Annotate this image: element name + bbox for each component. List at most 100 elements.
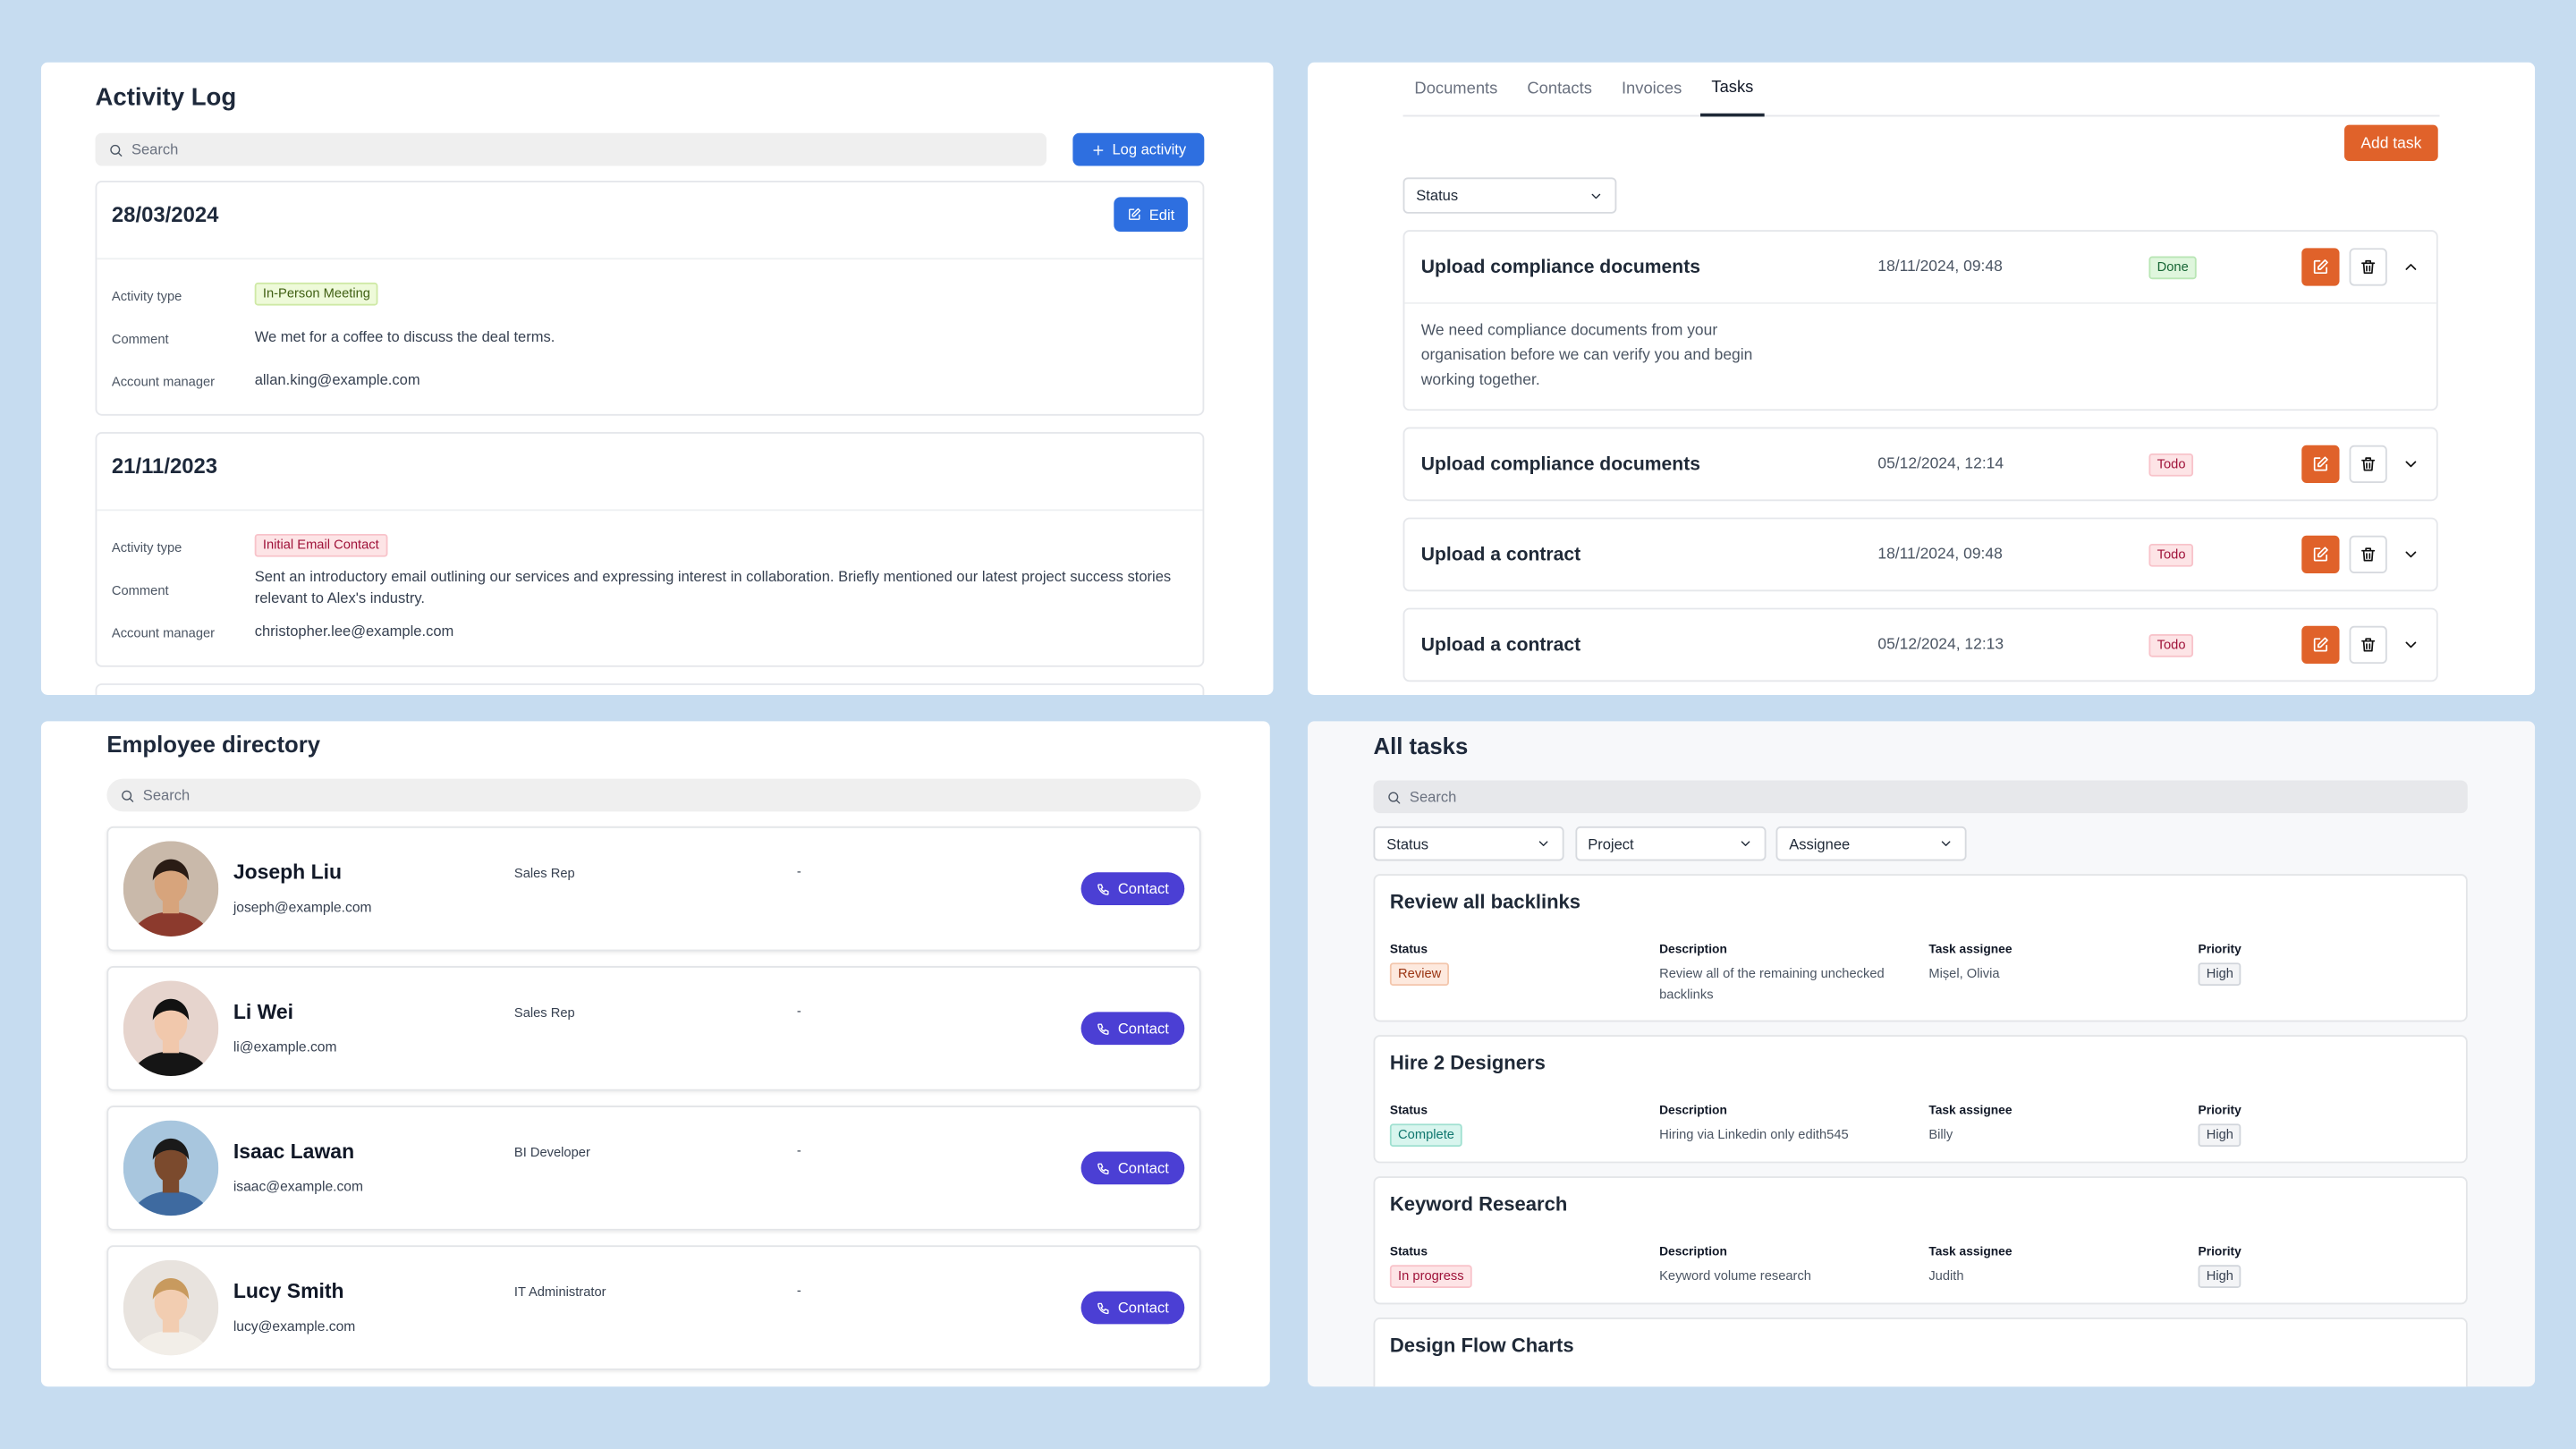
expand-toggle[interactable]	[2402, 609, 2419, 680]
icon-shape	[117, 151, 123, 157]
contact-button[interactable]: Contact	[1080, 1151, 1185, 1185]
activity-log-panel: Activity Log Search Log activity 28/03/202…	[40, 62, 1274, 695]
tab[interactable]: Invoices	[1621, 80, 1682, 98]
tab[interactable]: Contacts	[1527, 80, 1592, 98]
log-activity-button[interactable]: Log activity	[1072, 132, 1205, 166]
filter-dropdown[interactable]: Status	[1373, 826, 1564, 861]
field-label: Task assignee	[1928, 1243, 2012, 1258]
contact-button[interactable]: Contact	[1080, 1012, 1185, 1046]
icon	[1098, 883, 1110, 894]
icon	[1740, 841, 1750, 846]
field-value: Review	[1389, 962, 1620, 987]
field-value: Mișel, Olivia	[1928, 966, 2000, 981]
expand-toggle[interactable]	[2402, 232, 2419, 302]
field-label: Description	[1659, 1102, 1727, 1117]
expand-toggle[interactable]	[2402, 428, 2419, 499]
field-label: Comment	[111, 332, 169, 347]
field-label: Activity type	[111, 289, 182, 304]
dropdown-label: Status	[1386, 835, 1429, 852]
field-value: In-Person Meeting	[254, 282, 379, 306]
field-row: Account manager allan.king@example.com	[112, 358, 1188, 401]
tab[interactable]: Documents	[1414, 80, 1498, 98]
field-value: High	[2198, 1265, 2428, 1289]
employee-card: Joseph Liu joseph@example.com Sales Rep - Co…	[106, 826, 1201, 952]
contact-button[interactable]: Contact	[1080, 1291, 1185, 1325]
icon	[2405, 264, 2417, 270]
avatar	[123, 1259, 219, 1356]
task-header[interactable]: Upload a contract 18/11/2024, 09:48 Todo	[1404, 519, 2436, 589]
icon-shape	[110, 143, 121, 154]
contact-button[interactable]: Contact	[1080, 872, 1185, 906]
task-card[interactable]: Review all backlinks Status Review Descript…	[1373, 874, 2468, 1022]
status-dropdown[interactable]: Status	[1402, 177, 1617, 214]
icon	[1591, 192, 1601, 199]
priority-badge: High	[2198, 1265, 2242, 1289]
panel-title: All tasks	[1373, 733, 1469, 759]
icon	[2313, 637, 2328, 652]
task-title: Hire 2 Designers	[1389, 1051, 1546, 1075]
task-field: Task assignee Judith	[1928, 1243, 2198, 1288]
task-header[interactable]: Upload a contract 05/12/2024, 12:13 Todo	[1404, 609, 2436, 680]
task-card[interactable]: Hire 2 Designers Status Complete Descriptio…	[1373, 1035, 2468, 1164]
delete-task-button[interactable]	[2349, 248, 2387, 286]
task-field: Task assignee Billy	[1928, 1102, 2198, 1147]
description-text: We need compliance documents from your o…	[1420, 322, 1753, 390]
field-label: Account manager	[111, 625, 216, 641]
icon-shape	[1538, 841, 1548, 846]
field-label: Status	[1389, 941, 1428, 956]
employee-detail: -	[796, 1143, 801, 1158]
dropdown-label: Status	[1416, 187, 1459, 204]
employee-role: Sales Rep	[513, 865, 575, 881]
edit-task-button[interactable]	[2301, 535, 2340, 574]
search-input[interactable]: Search	[106, 778, 1201, 812]
filter-dropdown[interactable]: Project	[1574, 826, 1766, 861]
avatar	[123, 980, 219, 1077]
edit-task-button[interactable]	[2301, 625, 2340, 665]
field-label: Priority	[2198, 1243, 2241, 1258]
task-field: Description Hiring via Linkedin only edit…	[1659, 1102, 1928, 1147]
icon-shape	[152, 859, 190, 881]
search-input[interactable]: Search	[1373, 780, 2468, 814]
task-card: Upload a contract 05/12/2024, 12:13 Todo	[1402, 607, 2438, 682]
add-task-button[interactable]: Add task	[2344, 124, 2438, 162]
task-header[interactable]: Upload compliance documents 05/12/2024, 1…	[1404, 428, 2436, 499]
employee-card: Lucy Smith lucy@example.com IT Administrat…	[106, 1245, 1201, 1370]
delete-task-button[interactable]	[2349, 535, 2387, 574]
status-cell: Todo	[2148, 428, 2194, 499]
field-label: Priority	[2198, 941, 2241, 956]
status-badge: In progress	[1389, 1265, 1472, 1289]
edit-task-button[interactable]	[2301, 445, 2340, 484]
employee-name: Li Wei	[233, 1000, 294, 1024]
field-value: Judith	[1928, 1267, 1964, 1284]
field-value: Keyword volume research	[1659, 1267, 1811, 1284]
field-value: allan.king@example.com	[254, 370, 420, 387]
activity-list: 28/03/2024 Edit Activity type In-Person Mee…	[95, 181, 1205, 695]
icon-shape	[1098, 1022, 1110, 1034]
task-header[interactable]: Upload compliance documents 18/11/2024, 0…	[1404, 232, 2436, 302]
employee-role: BI Developer	[513, 1145, 590, 1160]
icon-shape	[129, 797, 134, 801]
icon-shape	[2405, 551, 2417, 558]
button-label: Contact	[1117, 1299, 1169, 1317]
icon-shape	[154, 1143, 188, 1183]
icon-shape	[1591, 192, 1601, 199]
task-fields: Status In progress Description Keyword volu…	[1389, 1243, 2452, 1289]
search-input[interactable]: Search	[95, 132, 1047, 166]
expand-toggle[interactable]	[2402, 519, 2419, 589]
icon-shape	[1395, 798, 1401, 803]
field-label: Description	[1659, 941, 1727, 956]
delete-task-button[interactable]	[2349, 445, 2387, 484]
icon	[2361, 457, 2376, 471]
task-fields: Status Complete Description Hiring via Link…	[1389, 1102, 2452, 1148]
filter-dropdown[interactable]: Assignee	[1775, 826, 1967, 861]
tab[interactable]: Tasks	[1699, 63, 1766, 117]
edit-task-button[interactable]	[2301, 248, 2340, 286]
icon-shape	[2318, 637, 2328, 648]
task-card[interactable]: Keyword Research Status In progress Descrip…	[1373, 1176, 2468, 1305]
icon	[1093, 144, 1104, 155]
employee-detail: -	[796, 1004, 801, 1019]
edit-button[interactable]: Edit	[1114, 197, 1188, 232]
employee-email: lucy@example.com	[233, 1318, 356, 1335]
task-card[interactable]: Design Flow Charts	[1373, 1318, 2468, 1387]
delete-task-button[interactable]	[2349, 625, 2387, 665]
